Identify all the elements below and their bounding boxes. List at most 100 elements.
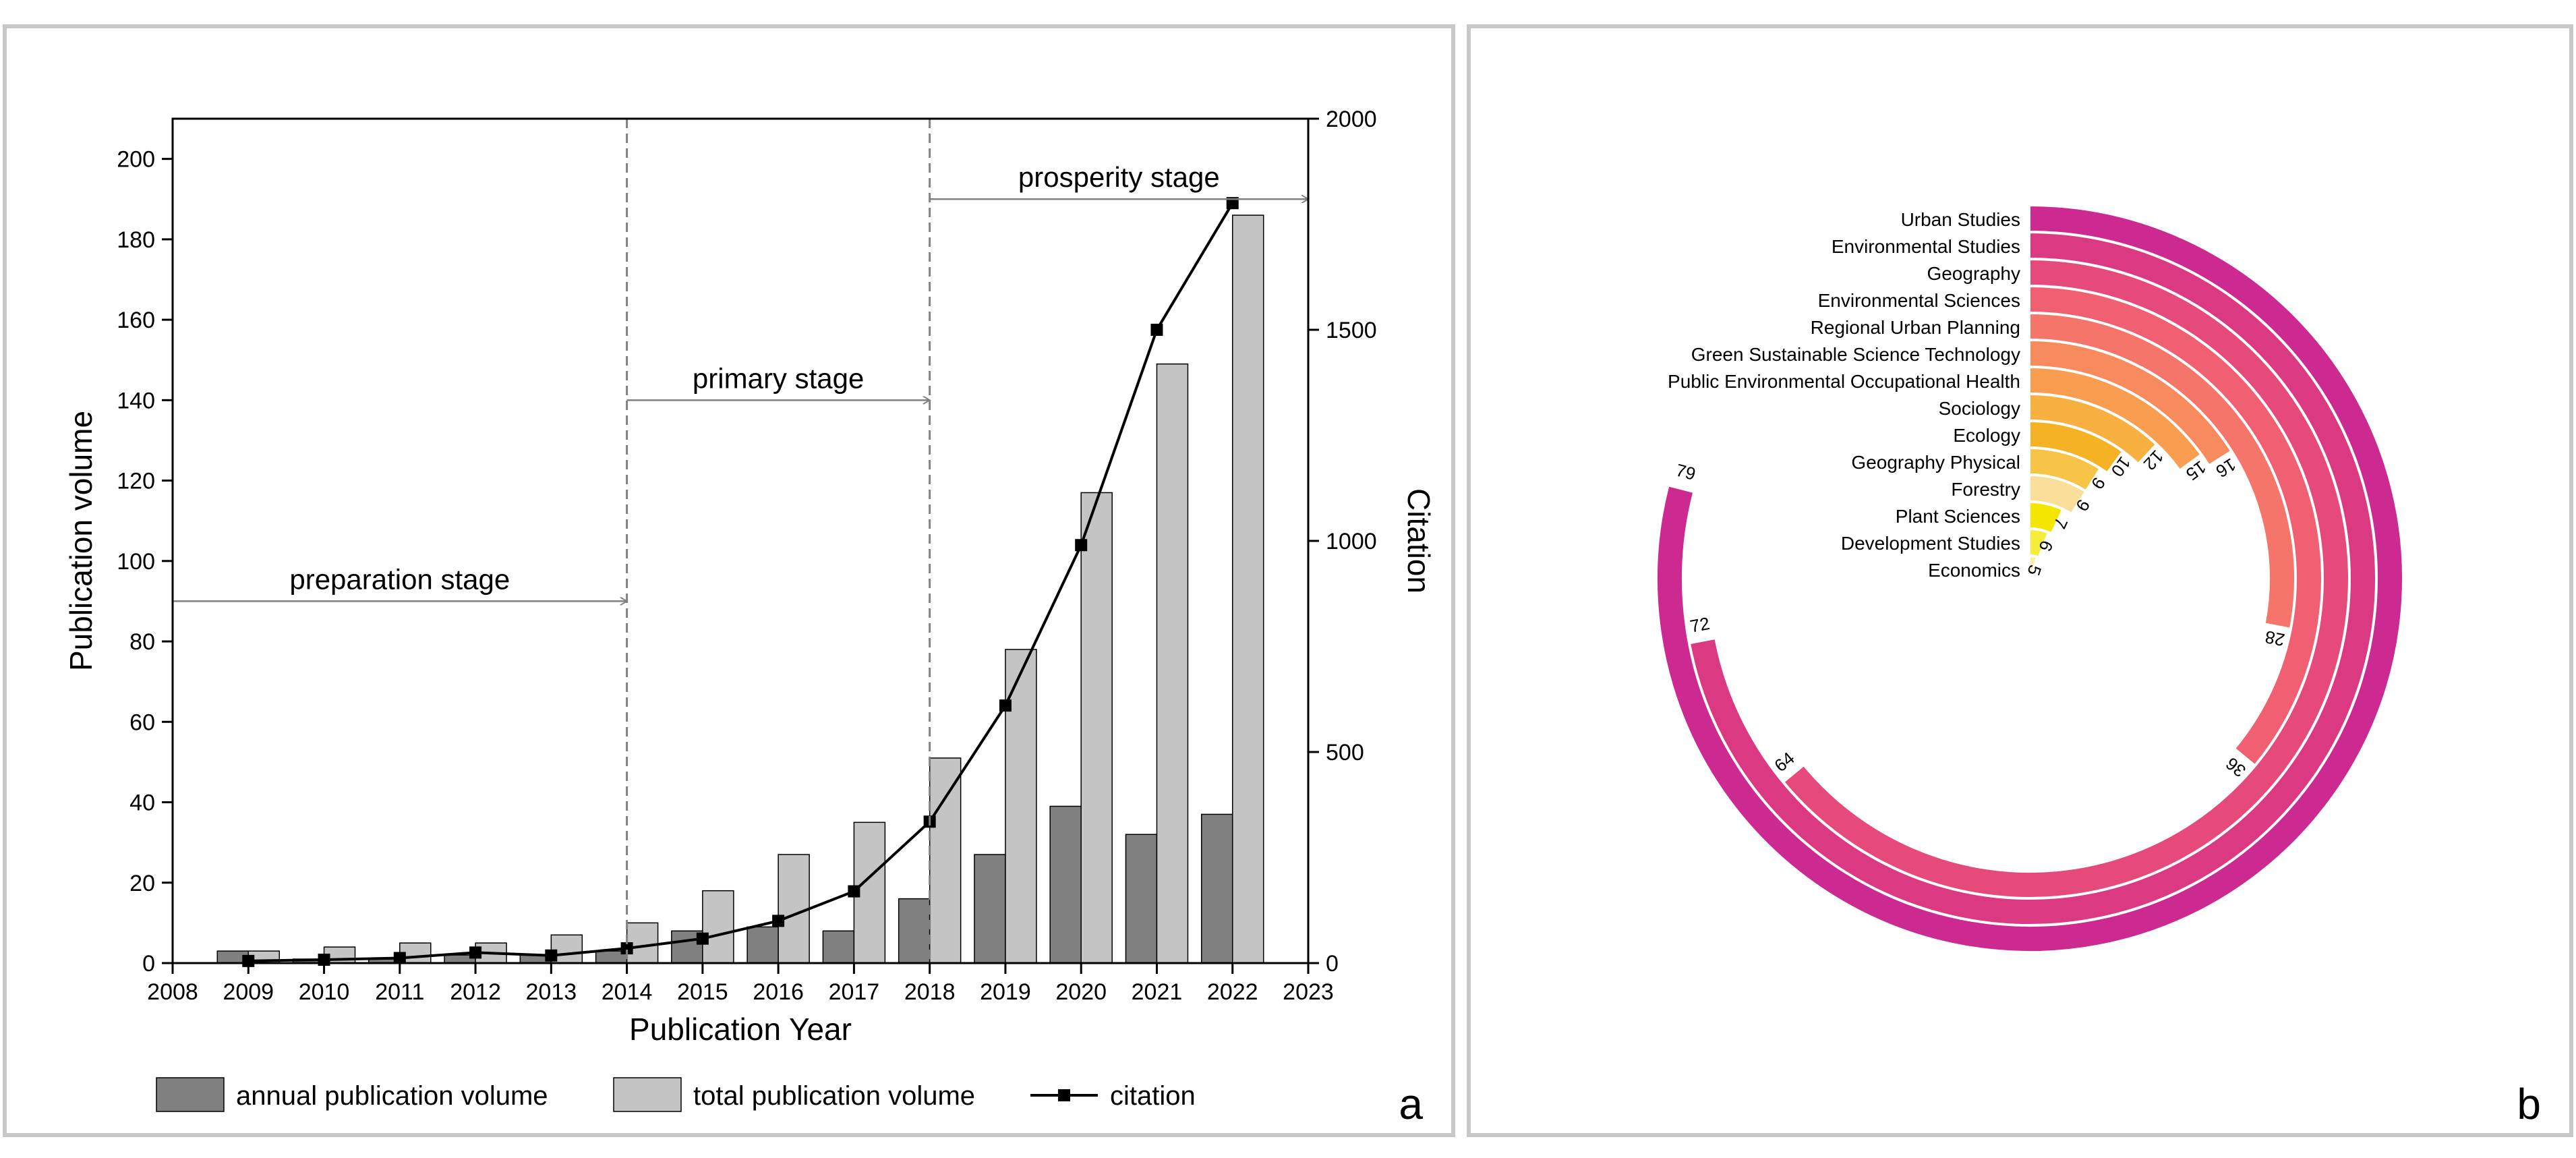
y2-tick-label: 1000 bbox=[1326, 529, 1377, 554]
legend-label-total: total publication volume bbox=[693, 1081, 975, 1111]
category-label: Geography bbox=[1927, 263, 2020, 284]
y2-tick-label: 0 bbox=[1326, 951, 1339, 977]
citation-point-2016 bbox=[772, 915, 785, 927]
radial-bar-5 bbox=[2029, 339, 2232, 466]
radial-bar-0 bbox=[1656, 204, 2403, 952]
stage-label-2: prosperity stage bbox=[1018, 161, 1220, 193]
y-tick-label: 40 bbox=[129, 790, 155, 816]
combo-chart: preparation stage primary stage prosperity… bbox=[63, 107, 1436, 1112]
citation-point-2011 bbox=[393, 952, 406, 964]
y-tick-label: 80 bbox=[129, 629, 155, 655]
stage-label-1: primary stage bbox=[693, 362, 864, 394]
y2-axis-title: Citation bbox=[1401, 488, 1436, 594]
annual-bar-2020 bbox=[1049, 805, 1082, 964]
x-tick-label: 2016 bbox=[753, 979, 804, 1005]
citation-point-2015 bbox=[696, 932, 709, 945]
total-bar-2022 bbox=[1231, 214, 1264, 964]
x-tick-label: 2012 bbox=[450, 979, 501, 1005]
x-tick-label: 2008 bbox=[147, 979, 198, 1005]
value-label: 28 bbox=[2263, 627, 2286, 650]
legend-label-citation: citation bbox=[1110, 1081, 1196, 1111]
citation-point-2017 bbox=[848, 885, 860, 898]
radial-bar-1 bbox=[1689, 231, 2376, 925]
x-tick-label: 2011 bbox=[375, 979, 424, 1005]
y-tick-label: 100 bbox=[117, 549, 155, 575]
citation-point-2012 bbox=[469, 946, 482, 959]
total-bar-2015 bbox=[702, 890, 734, 964]
value-label: 5 bbox=[2023, 562, 2045, 578]
value-label: 72 bbox=[1689, 613, 1711, 637]
radial-bar-6 bbox=[2029, 366, 2202, 471]
value-label: 79 bbox=[1674, 460, 1697, 484]
citation-line bbox=[248, 202, 1234, 962]
radial-bar-2 bbox=[1783, 258, 2350, 898]
category-label: Geography Physical bbox=[1851, 452, 2020, 473]
radial-bar-13 bbox=[2028, 555, 2038, 583]
x-tick-label: 2015 bbox=[677, 979, 728, 1005]
x-tick-label: 2010 bbox=[299, 979, 350, 1005]
legend-label-annual: annual publication volume bbox=[236, 1081, 548, 1111]
legend-swatch-total bbox=[613, 1077, 682, 1112]
x-tick-label: 2022 bbox=[1207, 979, 1258, 1005]
total-bar-2021 bbox=[1156, 363, 1189, 964]
category-label: Plant Sciences bbox=[1896, 506, 2020, 527]
legend-swatch-annual bbox=[156, 1077, 225, 1112]
citation-point-2021 bbox=[1150, 324, 1163, 336]
x-tick-label: 2020 bbox=[1055, 979, 1107, 1005]
total-bar-2016 bbox=[778, 854, 810, 964]
radial-bar-4 bbox=[2029, 312, 2295, 629]
x-axis-title: Publication Year bbox=[629, 1012, 852, 1047]
panel-b: Urban Studies 79 Environmental Studies 72 Ge… bbox=[1467, 24, 2573, 1137]
citation-point-2019 bbox=[999, 699, 1012, 712]
y-tick-label: 20 bbox=[129, 871, 155, 896]
y-tick-label: 140 bbox=[117, 388, 155, 413]
citation-point-2014 bbox=[620, 942, 633, 955]
y2-tick-label: 1500 bbox=[1326, 318, 1377, 343]
annual-bar-2019 bbox=[974, 854, 1006, 964]
y-tick-label: 200 bbox=[117, 147, 155, 173]
y-tick-label: 60 bbox=[129, 710, 155, 735]
total-bar-2018 bbox=[929, 757, 962, 964]
x-tick-label: 2014 bbox=[602, 979, 653, 1005]
legend-swatch-citation-point bbox=[1058, 1089, 1070, 1101]
annual-bar-2018 bbox=[898, 898, 931, 964]
category-label: Public Environmental Occupational Health bbox=[1668, 371, 2020, 392]
radial-bar-10 bbox=[2029, 474, 2086, 515]
category-label: Development Studies bbox=[1841, 533, 2020, 554]
radial-bar-9 bbox=[2029, 447, 2101, 492]
x-tick-label: 2023 bbox=[1283, 979, 1334, 1005]
y-tick-label: 180 bbox=[117, 227, 155, 253]
category-label: Ecology bbox=[1953, 425, 2020, 446]
category-label: Regional Urban Planning bbox=[1811, 317, 2020, 338]
radial-bar-12 bbox=[2029, 528, 2049, 558]
x-tick-label: 2018 bbox=[904, 979, 956, 1005]
y-tick-label: 120 bbox=[117, 469, 155, 494]
citation-point-2013 bbox=[545, 949, 558, 962]
radial-bar-chart: Urban Studies 79 Environmental Studies 72 Ge… bbox=[1656, 204, 2403, 952]
y-tick-label: 160 bbox=[117, 308, 155, 333]
category-label: Economics bbox=[1928, 560, 2020, 581]
radial-bar-11 bbox=[2029, 501, 2063, 534]
annual-bar-2021 bbox=[1125, 834, 1158, 964]
panel-label-b: b bbox=[2517, 1080, 2541, 1128]
x-tick-label: 2021 bbox=[1132, 979, 1183, 1005]
annual-bar-2016 bbox=[747, 926, 779, 964]
category-label: Environmental Studies bbox=[1832, 236, 2020, 257]
radial-bar-7 bbox=[2029, 393, 2157, 465]
radial-bar-3 bbox=[2029, 285, 2322, 766]
y2-tick-label: 500 bbox=[1326, 740, 1364, 765]
stage-label-0: preparation stage bbox=[289, 563, 510, 595]
y-axis-title: Publication volume bbox=[63, 411, 98, 671]
annual-bar-2022 bbox=[1200, 813, 1233, 964]
category-label: Environmental Sciences bbox=[1818, 290, 2020, 311]
category-label: Green Sustainable Science Technology bbox=[1691, 344, 2020, 365]
citation-point-2022 bbox=[1226, 197, 1239, 210]
x-tick-label: 2019 bbox=[980, 979, 1031, 1005]
panel-label-a: a bbox=[1399, 1080, 1423, 1128]
category-label: Sociology bbox=[1939, 398, 2020, 419]
radial-bar-8 bbox=[2029, 420, 2124, 473]
annual-bar-2017 bbox=[822, 930, 855, 964]
x-tick-label: 2013 bbox=[526, 979, 577, 1005]
total-bar-2020 bbox=[1080, 492, 1113, 964]
citation-point-2020 bbox=[1075, 539, 1088, 552]
